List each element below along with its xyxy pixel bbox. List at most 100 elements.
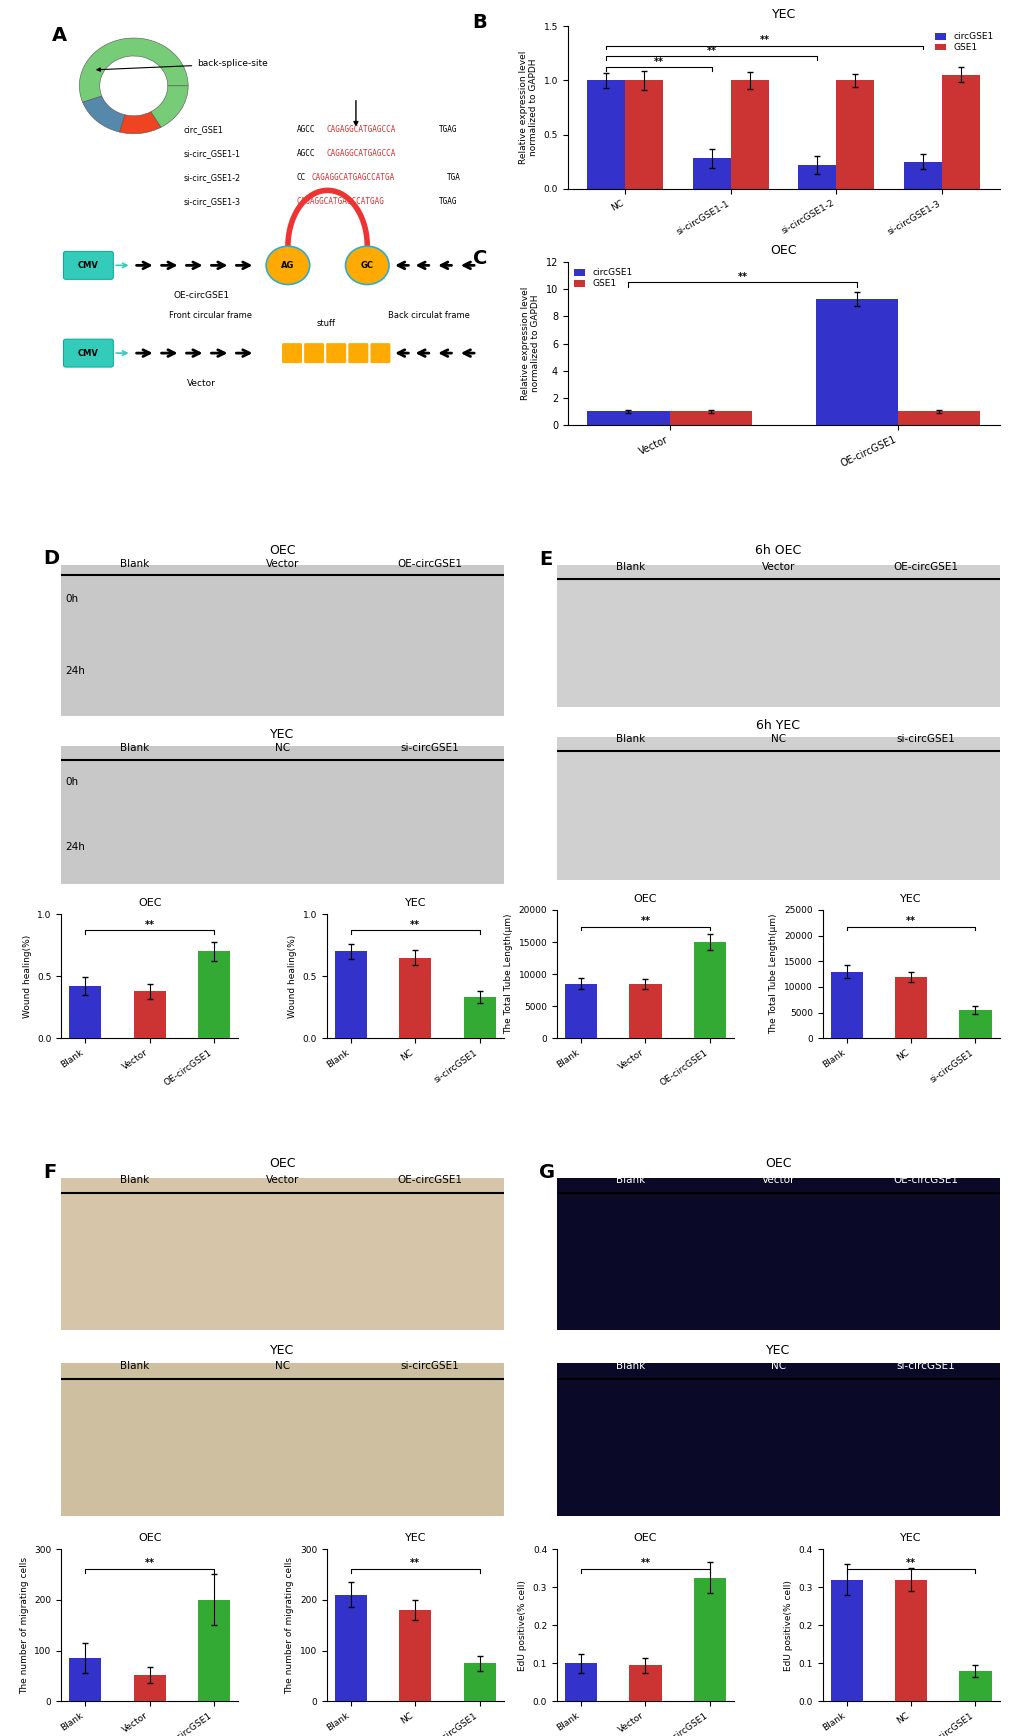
Text: **: **	[640, 1559, 650, 1568]
Text: Vector: Vector	[761, 562, 794, 571]
Text: stuff: stuff	[317, 319, 335, 328]
Y-axis label: EdU positive(% cell): EdU positive(% cell)	[784, 1580, 792, 1670]
Bar	[334, 951, 367, 1038]
Legend: circGSE1, GSE1: circGSE1, GSE1	[572, 267, 634, 290]
Title: YEC: YEC	[900, 894, 921, 904]
Bar	[829, 972, 862, 1038]
Bar	[464, 1663, 495, 1701]
Text: **: **	[410, 920, 420, 930]
Text: OE-circGSE1: OE-circGSE1	[397, 559, 462, 569]
Text: **: **	[145, 920, 155, 930]
Text: **: **	[905, 1559, 915, 1568]
Wedge shape	[119, 111, 161, 134]
Bar	[693, 1578, 726, 1701]
Bar	[836, 80, 873, 189]
Y-axis label: The number of migrating cells: The number of migrating cells	[285, 1557, 293, 1694]
Bar	[629, 1665, 661, 1701]
Y-axis label: Relative expression level
normalized to GAPDH: Relative expression level normalized to …	[520, 286, 540, 401]
Text: Back circulat frame: Back circulat frame	[387, 311, 469, 319]
Text: **: **	[706, 47, 716, 56]
Text: 24h: 24h	[65, 842, 86, 852]
Text: Front circular frame: Front circular frame	[169, 311, 252, 319]
Title: OEC: OEC	[633, 1533, 656, 1543]
Text: CAGAGGCATGAGCCATGAG: CAGAGGCATGAGCCATGAG	[297, 198, 384, 207]
Text: **: **	[905, 917, 915, 927]
Bar	[959, 1010, 990, 1038]
Wedge shape	[79, 38, 187, 102]
Bar	[69, 986, 101, 1038]
Text: NC: NC	[275, 743, 289, 753]
Text: **: **	[759, 35, 769, 45]
Y-axis label: The number of migrating cells: The number of migrating cells	[19, 1557, 29, 1694]
Text: OEC: OEC	[269, 1158, 296, 1170]
Text: **: **	[640, 917, 650, 927]
Bar	[198, 951, 230, 1038]
Text: si-circGSE1: si-circGSE1	[400, 1361, 459, 1371]
Text: AG: AG	[281, 260, 294, 269]
Text: **: **	[410, 1559, 420, 1568]
Bar	[565, 1663, 596, 1701]
Text: Vector: Vector	[266, 1175, 299, 1186]
Text: CAGAGGCATGAGCCATGA: CAGAGGCATGAGCCATGA	[312, 174, 394, 182]
Text: D: D	[44, 549, 59, 568]
Text: E: E	[539, 550, 552, 569]
Text: NC: NC	[770, 734, 785, 745]
Text: Blank: Blank	[615, 734, 645, 745]
Text: NC: NC	[770, 1361, 785, 1371]
Text: CAGAGGCATGAGCCA: CAGAGGCATGAGCCA	[327, 149, 396, 158]
Bar	[565, 984, 596, 1038]
Text: TGAG: TGAG	[439, 198, 458, 207]
Bar	[692, 158, 731, 189]
Text: 0h: 0h	[65, 594, 78, 604]
Text: YEC: YEC	[765, 1344, 790, 1358]
Title: YEC: YEC	[900, 1533, 921, 1543]
Text: Blank: Blank	[615, 562, 645, 571]
Text: Blank: Blank	[120, 743, 150, 753]
Text: AGCC: AGCC	[297, 125, 315, 134]
Y-axis label: The Total Tube Length(μm): The Total Tube Length(μm)	[768, 913, 777, 1035]
Text: OE-circGSE1: OE-circGSE1	[893, 562, 958, 571]
Text: 24h: 24h	[65, 665, 86, 675]
Circle shape	[266, 247, 310, 285]
Bar	[198, 1601, 230, 1701]
Text: Vector: Vector	[761, 1175, 794, 1186]
Text: back-splice-site: back-splice-site	[97, 59, 268, 71]
FancyBboxPatch shape	[326, 344, 345, 363]
Bar	[668, 411, 751, 425]
Text: YEC: YEC	[270, 1344, 294, 1358]
Bar	[133, 1675, 166, 1701]
Text: G: G	[539, 1163, 554, 1182]
Title: YEC: YEC	[770, 7, 795, 21]
Text: Blank: Blank	[120, 559, 150, 569]
Text: AGCC: AGCC	[297, 149, 315, 158]
Bar	[894, 977, 926, 1038]
Legend: circGSE1, GSE1: circGSE1, GSE1	[932, 31, 995, 54]
Text: Blank: Blank	[615, 1361, 645, 1371]
Text: CMV: CMV	[77, 349, 99, 358]
Text: si-circGSE1: si-circGSE1	[400, 743, 459, 753]
Text: Vector: Vector	[187, 378, 216, 389]
Bar	[625, 80, 662, 189]
FancyBboxPatch shape	[348, 344, 368, 363]
Bar	[69, 1658, 101, 1701]
Bar	[731, 80, 768, 189]
Title: OEC: OEC	[633, 894, 656, 904]
FancyBboxPatch shape	[304, 344, 324, 363]
Bar	[398, 958, 431, 1038]
FancyBboxPatch shape	[63, 339, 113, 366]
Text: si-circGSE1: si-circGSE1	[896, 1361, 954, 1371]
Text: TGA: TGA	[446, 174, 460, 182]
Bar	[959, 1670, 990, 1701]
Bar	[133, 991, 166, 1038]
Y-axis label: Relative expression level
normalized to GAPDH: Relative expression level normalized to …	[519, 50, 538, 165]
Text: F: F	[44, 1163, 57, 1182]
Text: Blank: Blank	[120, 1175, 150, 1186]
Text: YEC: YEC	[270, 727, 294, 741]
Title: OEC: OEC	[769, 243, 796, 257]
Text: si-circ_GSE1-2: si-circ_GSE1-2	[183, 174, 240, 182]
Bar	[897, 411, 979, 425]
Wedge shape	[151, 85, 187, 127]
Text: Blank: Blank	[120, 1361, 150, 1371]
Text: C: C	[472, 248, 487, 267]
Y-axis label: Wound healing(%): Wound healing(%)	[22, 934, 32, 1017]
